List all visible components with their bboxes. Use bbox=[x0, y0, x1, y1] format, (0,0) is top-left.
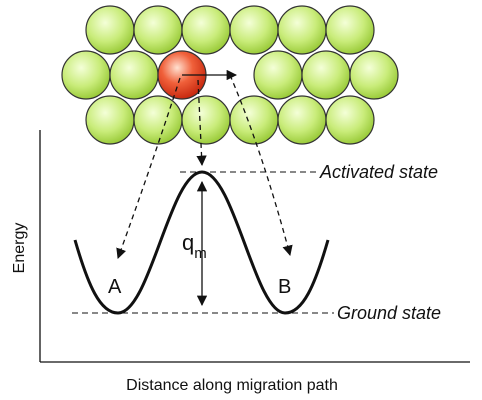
min-a-label: A bbox=[108, 276, 122, 298]
barrier-label: qm bbox=[182, 230, 207, 262]
diagram: qm A B Activated state Ground state Ener… bbox=[0, 0, 482, 400]
min-b-label: B bbox=[278, 276, 291, 298]
x-axis-label: Distance along migration path bbox=[126, 377, 338, 394]
barrier-symbol: q bbox=[182, 230, 194, 255]
activated-label: Activated state bbox=[319, 162, 438, 182]
barrier-subscript: m bbox=[194, 245, 207, 262]
y-axis-label: Energy bbox=[11, 223, 28, 274]
ground-label: Ground state bbox=[337, 303, 441, 323]
